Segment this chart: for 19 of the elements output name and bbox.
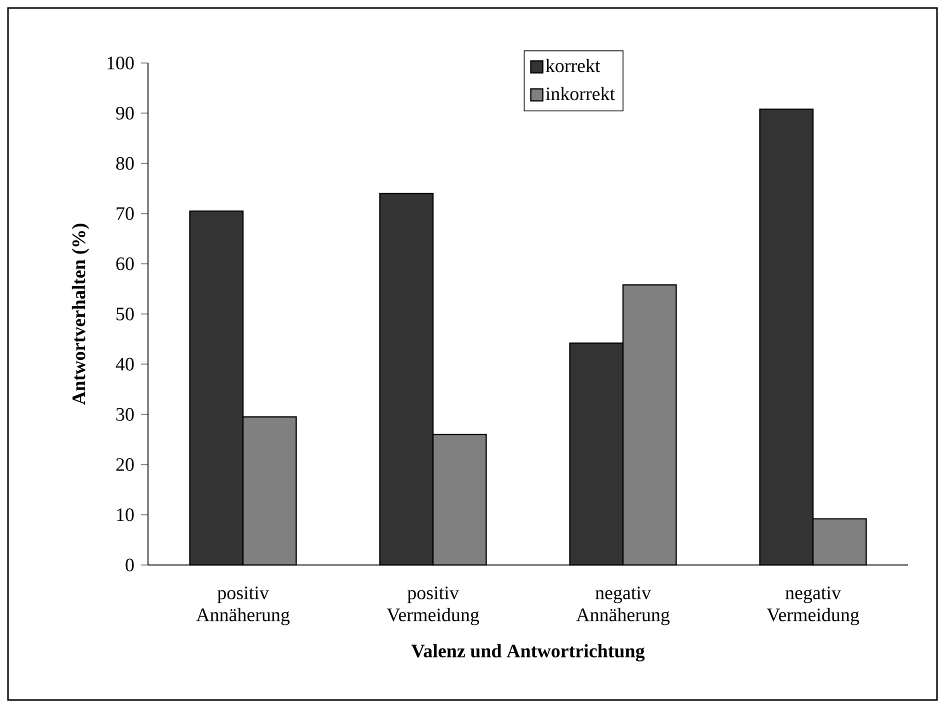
y-tick-label: 80 bbox=[116, 156, 134, 170]
y-tick-label: 90 bbox=[116, 106, 134, 120]
x-tick-label: positiv Annäherung bbox=[196, 586, 290, 626]
x-tick-label: negativ Vermeidung bbox=[766, 586, 860, 626]
y-tick-label: 30 bbox=[116, 408, 134, 421]
y-tick-label: 40 bbox=[116, 358, 134, 371]
y-tick-label: 60 bbox=[116, 257, 134, 270]
y-tick-label: 100 bbox=[108, 56, 134, 70]
y-tick-label: 0 bbox=[126, 558, 134, 572]
x-tick-label: negativ Annäherung bbox=[576, 586, 670, 626]
y-tick-label: 20 bbox=[116, 458, 134, 471]
x-axis-title: Valenz und Antwortrichtung bbox=[411, 644, 645, 662]
y-tick-label: 50 bbox=[116, 308, 134, 320]
y-tick-label: 10 bbox=[117, 508, 134, 522]
y-axis-title: Antwortverhalten (%) bbox=[72, 224, 90, 405]
x-tick-label: positiv Vermeidung bbox=[386, 586, 480, 626]
legend-label: inkorrekt bbox=[546, 86, 615, 100]
legend-label: korrekt bbox=[546, 58, 600, 72]
y-tick-label: 70 bbox=[116, 207, 134, 220]
